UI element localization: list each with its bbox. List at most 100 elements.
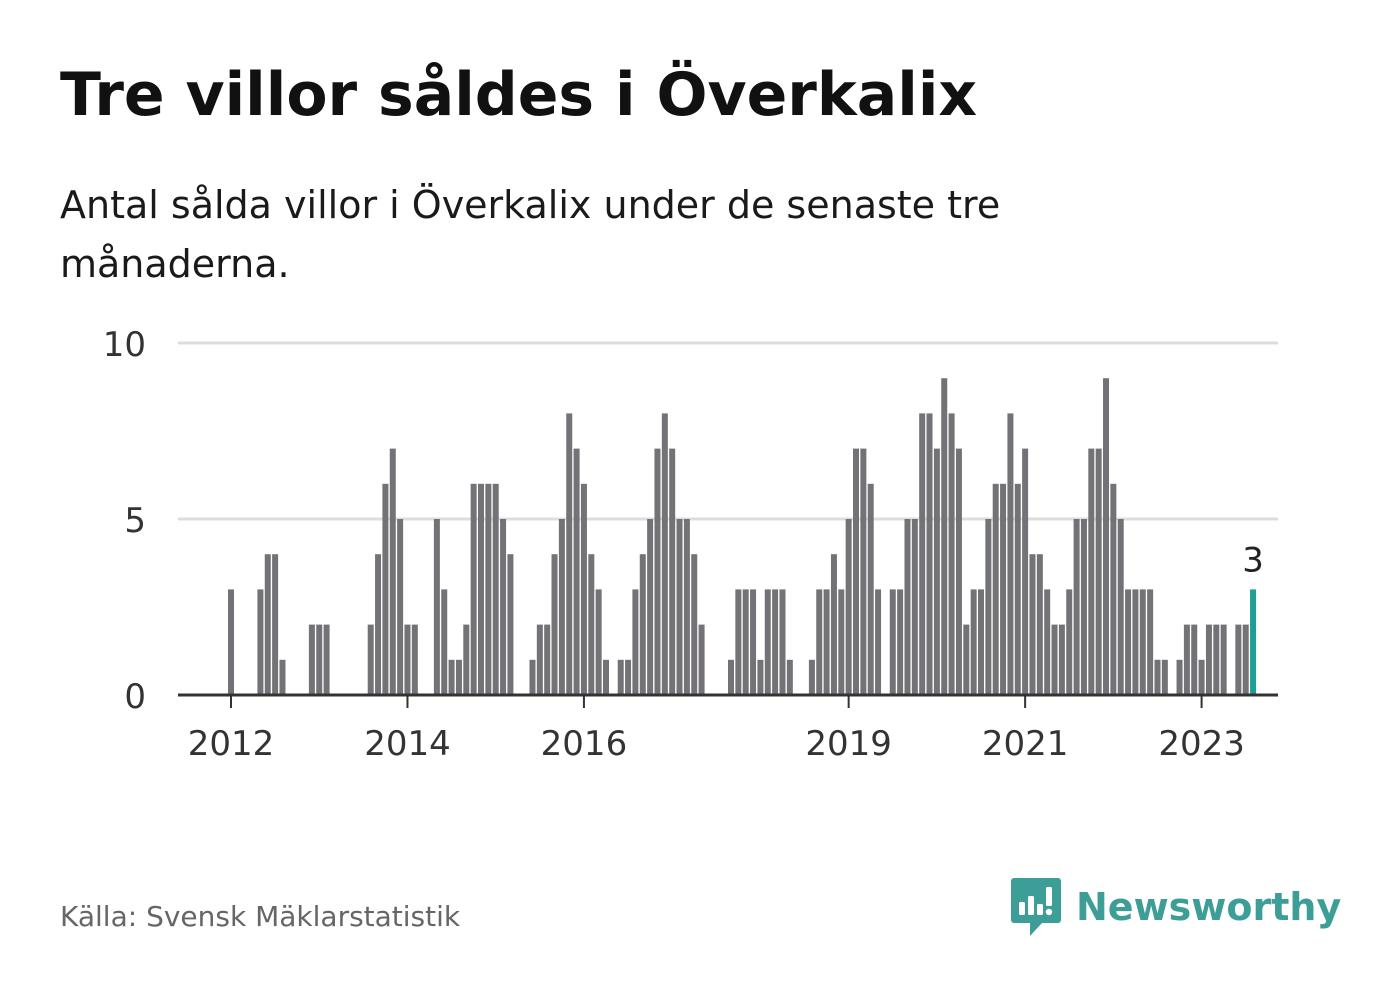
bar <box>279 659 286 695</box>
bar <box>948 413 955 695</box>
bar <box>1117 519 1124 695</box>
bar <box>838 589 845 695</box>
brand-name: Newsworthy <box>1076 885 1342 929</box>
bar <box>764 589 771 695</box>
bar <box>1191 624 1198 695</box>
bar <box>1051 624 1058 695</box>
bar <box>933 448 940 695</box>
bar <box>492 483 499 695</box>
bar <box>1058 624 1065 695</box>
bar <box>845 519 852 695</box>
bar <box>1198 659 1205 695</box>
bar <box>772 589 779 695</box>
bar <box>500 519 507 695</box>
bar <box>1110 483 1117 695</box>
bar <box>558 519 565 695</box>
bar <box>911 519 918 695</box>
bar <box>735 589 742 695</box>
bar <box>316 624 323 695</box>
bar <box>691 554 698 695</box>
bar <box>617 659 624 695</box>
bar-highlight <box>1250 589 1257 695</box>
bar <box>676 519 683 695</box>
chart-title: Tre villor såldes i Överkalix <box>60 60 978 130</box>
bar <box>308 624 315 695</box>
bar <box>779 589 786 695</box>
bar <box>1183 624 1190 695</box>
bar <box>1161 659 1168 695</box>
bar <box>889 589 896 695</box>
bar <box>639 554 646 695</box>
bar <box>566 413 573 695</box>
bar <box>816 589 823 695</box>
bar <box>1242 624 1249 695</box>
x-tick-label: 2014 <box>364 724 451 764</box>
source-note: Källa: Svensk Mäklarstatistik <box>60 900 461 933</box>
bar <box>1029 554 1036 695</box>
x-tick-label: 2021 <box>982 724 1069 764</box>
bar <box>1080 519 1087 695</box>
highlight-value-label: 3 <box>1242 540 1264 580</box>
bar <box>470 483 477 695</box>
bar <box>625 659 632 695</box>
bar <box>669 448 676 695</box>
bar <box>485 483 492 695</box>
bar <box>1125 589 1132 695</box>
bar <box>1073 519 1080 695</box>
bar <box>632 589 639 695</box>
bar <box>683 519 690 695</box>
bar <box>404 624 411 695</box>
bar <box>463 624 470 695</box>
bar <box>529 659 536 695</box>
bar <box>228 589 234 695</box>
bar <box>1022 448 1029 695</box>
bar <box>544 624 551 695</box>
bar <box>389 448 396 695</box>
bar <box>551 554 558 695</box>
bar <box>875 589 882 695</box>
bar <box>1103 378 1110 695</box>
bar <box>1000 483 1007 695</box>
bar <box>970 589 977 695</box>
newsworthy-brand: Newsworthy <box>1010 876 1341 938</box>
bar <box>1154 659 1161 695</box>
bar <box>1235 624 1242 695</box>
y-tick-label: 5 <box>124 501 146 541</box>
bar <box>433 519 440 695</box>
bar <box>1007 413 1014 695</box>
bars <box>228 378 1257 695</box>
bar <box>1176 659 1183 695</box>
bar <box>603 659 609 695</box>
bar <box>580 483 587 695</box>
bar <box>595 589 602 695</box>
y-tick-label: 0 <box>124 677 146 717</box>
x-tick-label: 2012 <box>188 724 275 764</box>
bar <box>728 659 734 695</box>
bar <box>1132 589 1139 695</box>
bar <box>375 554 382 695</box>
bar <box>507 554 514 695</box>
bar <box>823 589 830 695</box>
bar <box>1139 589 1146 695</box>
x-tick-label: 2023 <box>1158 724 1245 764</box>
bar <box>455 659 462 695</box>
bar <box>1213 624 1220 695</box>
bar <box>742 589 749 695</box>
bar <box>1205 624 1212 695</box>
bar <box>654 448 661 695</box>
grid-lines <box>178 341 1278 521</box>
bar <box>860 448 867 695</box>
y-tick-label: 10 <box>103 325 146 365</box>
bar <box>919 413 926 695</box>
bar <box>897 589 904 695</box>
newsworthy-logo-icon <box>1011 878 1061 936</box>
bar <box>1036 554 1043 695</box>
bar <box>441 589 448 695</box>
bar <box>830 554 837 695</box>
bar <box>750 589 757 695</box>
bar <box>397 519 404 695</box>
bar <box>786 659 793 695</box>
bar <box>323 624 330 695</box>
bar <box>853 448 859 695</box>
